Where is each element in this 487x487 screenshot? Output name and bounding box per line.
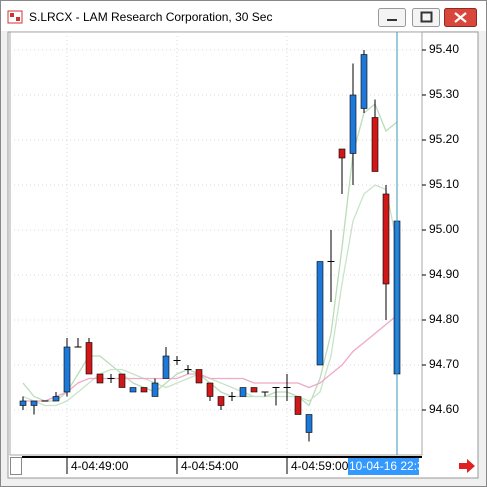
x-tick-label: 4-04:49:00 bbox=[71, 459, 129, 473]
candle-body bbox=[316, 261, 324, 366]
cursor-label: 10-04-16 22:34:00 bbox=[349, 459, 447, 473]
candle-body bbox=[151, 382, 159, 397]
candle-body bbox=[140, 387, 148, 393]
candle-body bbox=[52, 396, 60, 402]
x-tick-label: 4-04:54:00 bbox=[181, 459, 239, 473]
candle-body bbox=[206, 382, 214, 397]
candle-body bbox=[217, 396, 225, 406]
candle-body bbox=[118, 373, 126, 388]
y-tick-label: 95.00 bbox=[429, 222, 459, 236]
candle-body bbox=[85, 342, 93, 375]
candle-body bbox=[63, 346, 71, 393]
candle-body bbox=[360, 54, 368, 109]
candle-body bbox=[250, 387, 258, 393]
chart: 94.60 94.70 94.80 94.90 95.00 95.10 95.20 95.30… bbox=[10, 32, 459, 475]
minimize-button[interactable] bbox=[378, 8, 406, 27]
candle-body bbox=[338, 148, 346, 159]
window-title: S.LRCX - LAM Research Corporation, 30 Se… bbox=[29, 10, 272, 24]
y-tick-label: 94.60 bbox=[429, 402, 459, 416]
candle-body bbox=[305, 414, 313, 433]
scroll-right-arrow[interactable] bbox=[459, 459, 475, 473]
candle-body bbox=[294, 396, 302, 415]
cursor-label-box bbox=[348, 458, 419, 475]
y-tick-label: 95.20 bbox=[429, 132, 459, 146]
y-tick-label: 95.10 bbox=[429, 177, 459, 191]
maximize-button[interactable] bbox=[412, 8, 440, 27]
scroll-box[interactable] bbox=[10, 457, 22, 475]
candle-body bbox=[239, 387, 247, 397]
candle-body bbox=[19, 400, 27, 406]
candle-body bbox=[129, 387, 137, 393]
candle-body bbox=[162, 355, 170, 379]
y-tick-label: 94.80 bbox=[429, 312, 459, 326]
y-tick-label: 94.90 bbox=[429, 267, 459, 281]
app-icon bbox=[7, 10, 23, 24]
plot-area bbox=[9, 31, 423, 456]
y-tick-label: 95.40 bbox=[429, 42, 459, 56]
candle-body bbox=[349, 94, 357, 154]
close-button[interactable] bbox=[444, 8, 477, 27]
x-tick-label: 4-04:59:00 bbox=[291, 459, 349, 473]
candle-body bbox=[30, 400, 38, 406]
x-axis-bar bbox=[22, 456, 422, 458]
candle-body bbox=[195, 369, 203, 384]
candle-body bbox=[382, 193, 390, 285]
candle-body bbox=[96, 373, 104, 384]
candle-body bbox=[371, 117, 379, 172]
moving-average-line bbox=[23, 314, 398, 402]
y-tick-label: 95.30 bbox=[429, 87, 459, 101]
y-tick-label: 94.70 bbox=[429, 357, 459, 371]
